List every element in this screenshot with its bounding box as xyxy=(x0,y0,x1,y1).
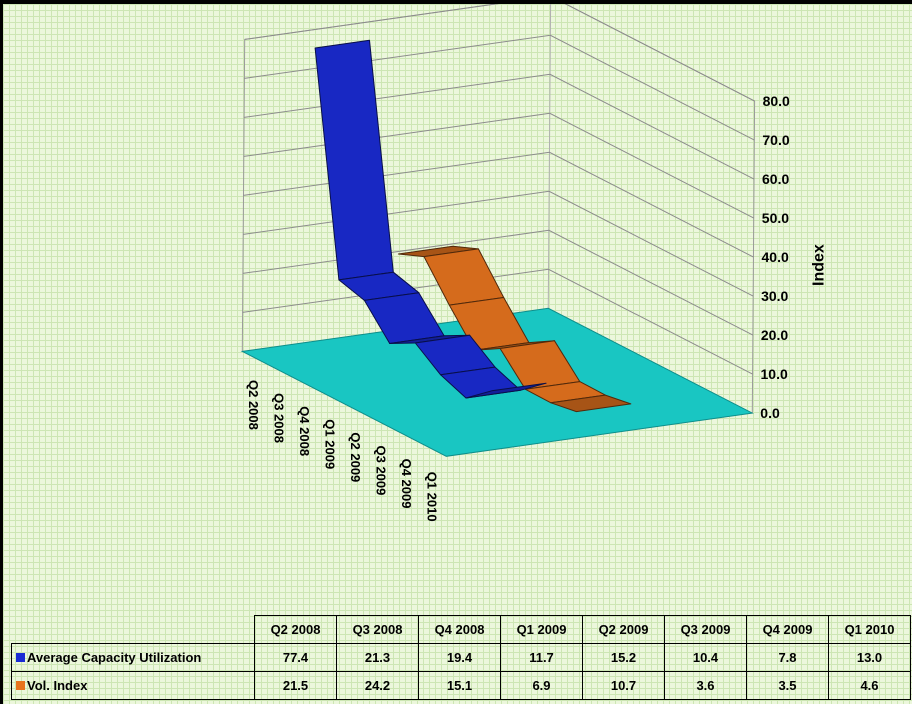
table-header-cell: Q3 2009 xyxy=(664,615,747,644)
legend-label: Average Capacity Utilization xyxy=(27,650,202,665)
table-cell: 15.1 xyxy=(418,671,501,700)
table-cell: 3.5 xyxy=(746,671,829,700)
y-axis-label: Index xyxy=(811,244,828,286)
table-header-cell: Q1 2010 xyxy=(828,615,911,644)
table-corner xyxy=(12,616,255,644)
ribbon-segment xyxy=(550,394,632,413)
series-vol-index xyxy=(397,245,632,413)
table-cell: 15.2 xyxy=(582,643,665,672)
table-cell: 24.2 xyxy=(336,671,419,700)
wall-corner-edge xyxy=(547,4,552,309)
table-cell: 10.7 xyxy=(582,671,665,700)
legend-entry-capacity: Average Capacity Utilization xyxy=(11,643,255,672)
gridline xyxy=(243,151,754,258)
legend-label: Vol. Index xyxy=(27,678,88,693)
legend-swatch-blue xyxy=(16,653,25,662)
table-row-capacity: Average Capacity Utilization 77.4 21.3 1… xyxy=(11,643,911,672)
table-cell: 13.0 xyxy=(828,643,911,672)
table-cell: 11.7 xyxy=(500,643,583,672)
table-cell: 77.4 xyxy=(254,643,337,672)
table-cell: 6.9 xyxy=(500,671,583,700)
y-tick-label: 80.0 xyxy=(763,93,790,109)
x-axis-categories: Q2 2008 Q3 2008 Q4 2008 Q1 2009 Q2 2009 Q3 20… xyxy=(246,380,440,522)
series-ribbons xyxy=(314,39,632,413)
table-header-cell: Q4 2009 xyxy=(746,615,829,644)
table-cell: 10.4 xyxy=(664,643,747,672)
table-cell: 21.3 xyxy=(336,643,419,672)
y-tick-label: 0.0 xyxy=(760,405,780,421)
table-header-cell: Q2 2009 xyxy=(582,615,665,644)
wall-outline xyxy=(241,4,756,414)
table-header-cell: Q4 2008 xyxy=(418,615,501,644)
legend-swatch-orange xyxy=(16,681,25,690)
x-category-label: Q1 2009 xyxy=(323,419,338,469)
y-tick-label: 20.0 xyxy=(761,327,788,343)
legend-entry-vol-index: Vol. Index xyxy=(11,671,255,700)
gridline xyxy=(243,190,754,297)
data-table: Q2 2008 Q3 2008 Q4 2008 Q1 2009 Q2 2009 … xyxy=(11,615,911,700)
y-tick-label: 40.0 xyxy=(762,249,789,265)
gridline xyxy=(244,4,755,102)
x-category-label: Q3 2008 xyxy=(272,393,287,443)
gridline xyxy=(243,112,755,219)
y-tick-label: 70.0 xyxy=(762,132,789,148)
y-tick-label: 60.0 xyxy=(762,171,789,187)
gridlines xyxy=(242,4,755,375)
table-row-vol-index: Vol. Index 21.5 24.2 15.1 6.9 10.7 3.6 3… xyxy=(11,671,911,700)
y-tick-label: 50.0 xyxy=(762,210,789,226)
x-category-label: Q3 2009 xyxy=(374,446,389,496)
table-header-row: Q2 2008 Q3 2008 Q4 2008 Q1 2009 Q2 2009 … xyxy=(12,615,911,644)
y-axis-ticks: 0.0 10.0 20.0 30.0 40.0 50.0 60.0 70.0 80.0 xyxy=(760,93,790,421)
ribbon-segment xyxy=(423,248,505,306)
table-header-cell: Q1 2009 xyxy=(500,615,583,644)
x-category-label: Q2 2009 xyxy=(348,432,363,482)
x-category-label: Q4 2008 xyxy=(297,406,312,456)
table-cell: 19.4 xyxy=(418,643,501,672)
table-cell: 21.5 xyxy=(254,671,337,700)
x-category-label: Q2 2008 xyxy=(246,380,261,430)
ribbon-segment xyxy=(314,39,394,281)
series-capacity xyxy=(314,39,547,399)
table-header-cell: Q3 2008 xyxy=(336,615,419,644)
y-tick-label: 10.0 xyxy=(761,366,788,382)
ribbon-segment xyxy=(465,382,547,399)
x-category-label: Q4 2009 xyxy=(399,459,414,509)
table-cell: 7.8 xyxy=(746,643,829,672)
y-tick-label: 30.0 xyxy=(761,288,788,304)
table-cell: 3.6 xyxy=(664,671,747,700)
chart-plot: 0.0 10.0 20.0 30.0 40.0 50.0 60.0 70.0 80.0 Inde… xyxy=(240,4,828,522)
table-cell: 4.6 xyxy=(828,671,911,700)
table-header-cell: Q2 2008 xyxy=(254,615,337,644)
x-category-label: Q1 2010 xyxy=(425,472,440,522)
gridline xyxy=(242,268,753,375)
